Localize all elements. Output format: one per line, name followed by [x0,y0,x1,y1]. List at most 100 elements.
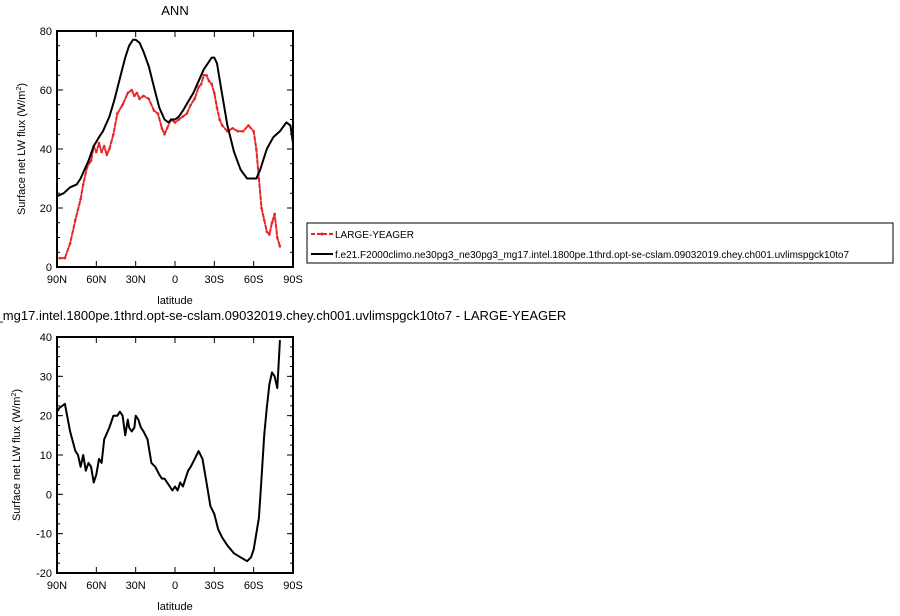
top-series-point [189,103,193,107]
top-series-point [160,127,164,130]
legend-entry-model-run: f.e21.F2000climo.ne30pg3_ne30pg3_mg17.in… [335,250,849,261]
top-panel-ticks: 90N 60N 30N 0 30S 60S 90S 0 20 40 60 80 [40,26,303,286]
top-series-point [126,91,130,95]
top-series-point [215,106,219,109]
top-y-tick-label: 40 [40,144,52,156]
top-series-point [156,112,160,115]
top-series-point [81,183,85,186]
top-series-point [63,256,67,260]
top-series-point [252,130,255,133]
bottom-x-tick-label: 90N [47,580,67,592]
top-series-point [213,91,216,95]
top-series-point [260,206,263,210]
top-y-tick-label: 60 [40,85,52,97]
legend: LARGE-YEAGER f.e21.F2000climo.ne30pg3_ne… [306,222,894,264]
top-series-point [207,79,211,83]
top-series-point [265,230,269,233]
bottom-y-tick-label: 0 [46,489,52,501]
bottom-y-tick-label: 10 [40,450,52,462]
top-panel-x-axis-label: latitude [157,295,192,307]
top-series-point [165,127,169,130]
bottom-panel-title: f.e21.F2000climo.ne30pg3_ne30pg3_mg17.in… [0,308,566,323]
legend-entry-large-yeager: LARGE-YEAGER [335,230,414,241]
top-x-tick-label: 90N [47,274,67,286]
top-series-point [177,118,181,121]
top-series-point [100,150,103,154]
top-series-point [231,127,234,130]
bottom-x-tick-label: 30S [205,580,225,592]
top-series-point [108,147,111,151]
top-series-point [205,73,208,77]
bottom-panel-plot-frame [56,336,294,574]
top-series-point [95,150,98,154]
top-x-tick-label: 30N [126,274,146,286]
top-series-point [105,153,109,157]
top-series-point [275,236,279,239]
bottom-y-tick-label: 40 [40,332,52,344]
top-series-point [210,82,214,86]
top-series-point [185,112,189,115]
top-panel: ANN 90N 60N 30N 0 30S 60S 90S 0 20 40 60 80 latitud… [16,3,303,307]
top-series-point [218,118,221,121]
top-series-point [116,112,119,115]
top-series-point [58,256,61,260]
top-series-point [102,144,106,148]
top-series-point [97,141,101,145]
top-series-point [135,91,139,95]
bottom-panel-y-axis-label: Surface net LW flux (W/m2) [11,389,23,521]
top-series-point [74,218,77,222]
top-series-point [236,130,240,133]
top-series-point [220,124,224,127]
top-series-point [68,242,72,245]
top-x-tick-label: 60N [86,274,106,286]
top-series-point [273,212,276,216]
top-series-point [142,94,145,98]
top-series-point [173,121,177,124]
top-series-point [181,115,185,118]
bottom-series-line-0 [56,339,281,563]
bottom-panel: f.e21.F2000climo.ne30pg3_ne30pg3_mg17.in… [0,308,566,613]
top-series-point [89,159,93,163]
top-series-point [247,124,250,127]
top-series-point [193,97,196,101]
top-series-point [241,130,245,133]
bottom-panel-x-axis-label: latitude [157,601,192,613]
top-series-point [152,109,156,112]
top-series-point [254,147,258,151]
top-series-point [163,132,166,136]
top-series-point [133,94,136,98]
legend-frame [306,222,894,264]
bottom-x-tick-label: 90S [283,580,303,592]
top-series-point [121,103,124,107]
top-x-tick-label: 0 [172,274,178,286]
top-panel-y-axis-label: Surface net LW flux (W/m2) [16,83,28,215]
top-series-point [130,88,134,92]
top-x-tick-label: 30S [205,274,225,286]
bottom-x-tick-label: 60N [86,580,106,592]
top-series-point [257,177,261,180]
top-series-point [270,221,274,225]
top-series-line-0 [58,74,281,260]
top-series-point [79,197,82,201]
top-series-point [202,73,206,77]
bottom-y-tick-label: 20 [40,411,52,423]
legend-marker-large-yeager [320,232,324,236]
top-series-point [278,245,282,248]
bottom-panel-series-group [56,339,281,563]
top-panel-series-group [56,38,294,260]
bottom-x-tick-label: 30N [126,580,146,592]
top-series-point [147,97,151,101]
top-series-point [138,97,141,101]
top-series-point [199,82,203,86]
top-y-tick-label: 80 [40,26,52,38]
top-series-point [268,233,271,236]
top-panel-title: ANN [161,3,188,18]
bottom-y-tick-label: -20 [36,568,52,580]
bottom-x-tick-label: 0 [172,580,178,592]
bottom-y-tick-label: -10 [36,529,52,541]
top-series-point [262,218,266,222]
top-y-tick-label: 0 [46,262,52,274]
top-x-tick-label: 60S [244,274,264,286]
